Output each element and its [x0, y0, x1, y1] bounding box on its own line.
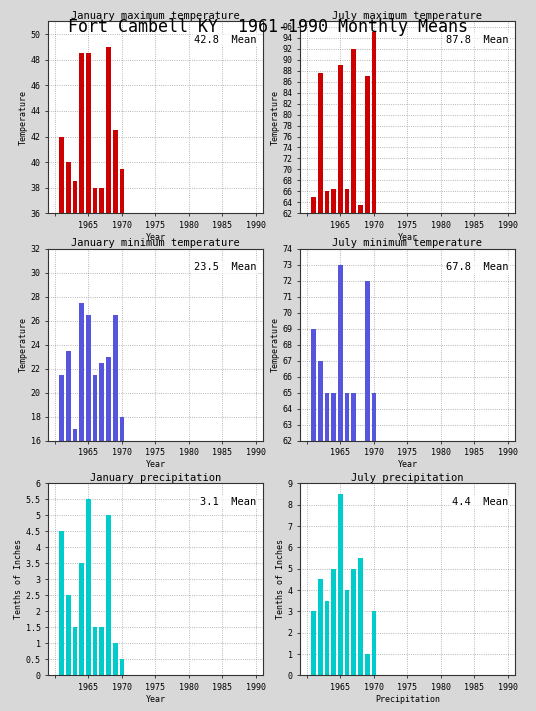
- Bar: [93, 628, 98, 675]
- Bar: [100, 628, 104, 675]
- Text: 4.4  Mean: 4.4 Mean: [452, 497, 508, 507]
- Bar: [113, 130, 117, 213]
- Bar: [331, 188, 336, 213]
- X-axis label: Year: Year: [145, 232, 166, 242]
- Text: 42.8  Mean: 42.8 Mean: [193, 35, 256, 45]
- Title: January minimum temperature: January minimum temperature: [71, 238, 240, 248]
- Bar: [358, 205, 363, 213]
- Bar: [59, 137, 64, 213]
- Bar: [365, 654, 369, 675]
- Bar: [73, 181, 77, 213]
- X-axis label: Year: Year: [145, 695, 166, 704]
- Bar: [371, 611, 376, 675]
- Bar: [338, 494, 343, 675]
- Bar: [371, 32, 376, 213]
- Title: January maximum temperature: January maximum temperature: [71, 11, 240, 21]
- Y-axis label: Tenths of Inches: Tenths of Inches: [276, 540, 285, 619]
- Bar: [79, 563, 84, 675]
- Bar: [113, 643, 117, 675]
- Bar: [318, 73, 323, 213]
- Bar: [311, 197, 316, 213]
- Bar: [106, 47, 111, 213]
- Bar: [338, 264, 343, 441]
- Bar: [318, 360, 323, 441]
- Y-axis label: Temperature: Temperature: [19, 90, 28, 145]
- X-axis label: Year: Year: [397, 460, 418, 469]
- Text: 87.8  Mean: 87.8 Mean: [445, 35, 508, 45]
- Bar: [318, 579, 323, 675]
- Bar: [100, 188, 104, 213]
- Bar: [59, 532, 64, 675]
- Bar: [86, 315, 91, 441]
- Bar: [106, 515, 111, 675]
- Bar: [113, 315, 117, 441]
- Y-axis label: Tenths of Inches: Tenths of Inches: [14, 540, 23, 619]
- Bar: [100, 363, 104, 441]
- Bar: [352, 49, 356, 213]
- Bar: [345, 590, 349, 675]
- Text: 3.1  Mean: 3.1 Mean: [200, 497, 256, 507]
- Bar: [86, 53, 91, 213]
- Bar: [352, 392, 356, 441]
- X-axis label: Precipitation: Precipitation: [375, 695, 440, 704]
- Bar: [106, 357, 111, 441]
- Title: January precipitation: January precipitation: [90, 473, 221, 483]
- X-axis label: Year: Year: [397, 232, 418, 242]
- Bar: [73, 429, 77, 441]
- Bar: [79, 53, 84, 213]
- Bar: [338, 65, 343, 213]
- Bar: [120, 417, 124, 441]
- Bar: [66, 162, 71, 213]
- Bar: [325, 601, 329, 675]
- Y-axis label: Temperature: Temperature: [19, 317, 28, 373]
- Bar: [325, 191, 329, 213]
- Bar: [325, 392, 329, 441]
- Text: 67.8  Mean: 67.8 Mean: [445, 262, 508, 272]
- Bar: [358, 558, 363, 675]
- Y-axis label: Temperature: Temperature: [271, 317, 280, 373]
- Bar: [66, 596, 71, 675]
- Bar: [93, 188, 98, 213]
- Text: 23.5  Mean: 23.5 Mean: [193, 262, 256, 272]
- Bar: [59, 375, 64, 441]
- Y-axis label: Temperature: Temperature: [271, 90, 280, 145]
- Bar: [365, 281, 369, 441]
- Title: July minimum temperature: July minimum temperature: [332, 238, 482, 248]
- Bar: [311, 611, 316, 675]
- Bar: [331, 392, 336, 441]
- Bar: [352, 569, 356, 675]
- X-axis label: Year: Year: [145, 460, 166, 469]
- Bar: [66, 351, 71, 441]
- Title: July precipitation: July precipitation: [351, 473, 464, 483]
- Bar: [73, 628, 77, 675]
- Bar: [79, 303, 84, 441]
- Bar: [120, 660, 124, 675]
- Bar: [311, 328, 316, 441]
- Bar: [120, 169, 124, 213]
- Bar: [365, 76, 369, 213]
- Bar: [93, 375, 98, 441]
- Bar: [331, 569, 336, 675]
- Text: Fort Cambell KY  1961-1990 Monthly Means: Fort Cambell KY 1961-1990 Monthly Means: [68, 18, 468, 36]
- Bar: [345, 188, 349, 213]
- Bar: [86, 499, 91, 675]
- Title: July maximum temperature: July maximum temperature: [332, 11, 482, 21]
- Bar: [345, 392, 349, 441]
- Bar: [371, 392, 376, 441]
